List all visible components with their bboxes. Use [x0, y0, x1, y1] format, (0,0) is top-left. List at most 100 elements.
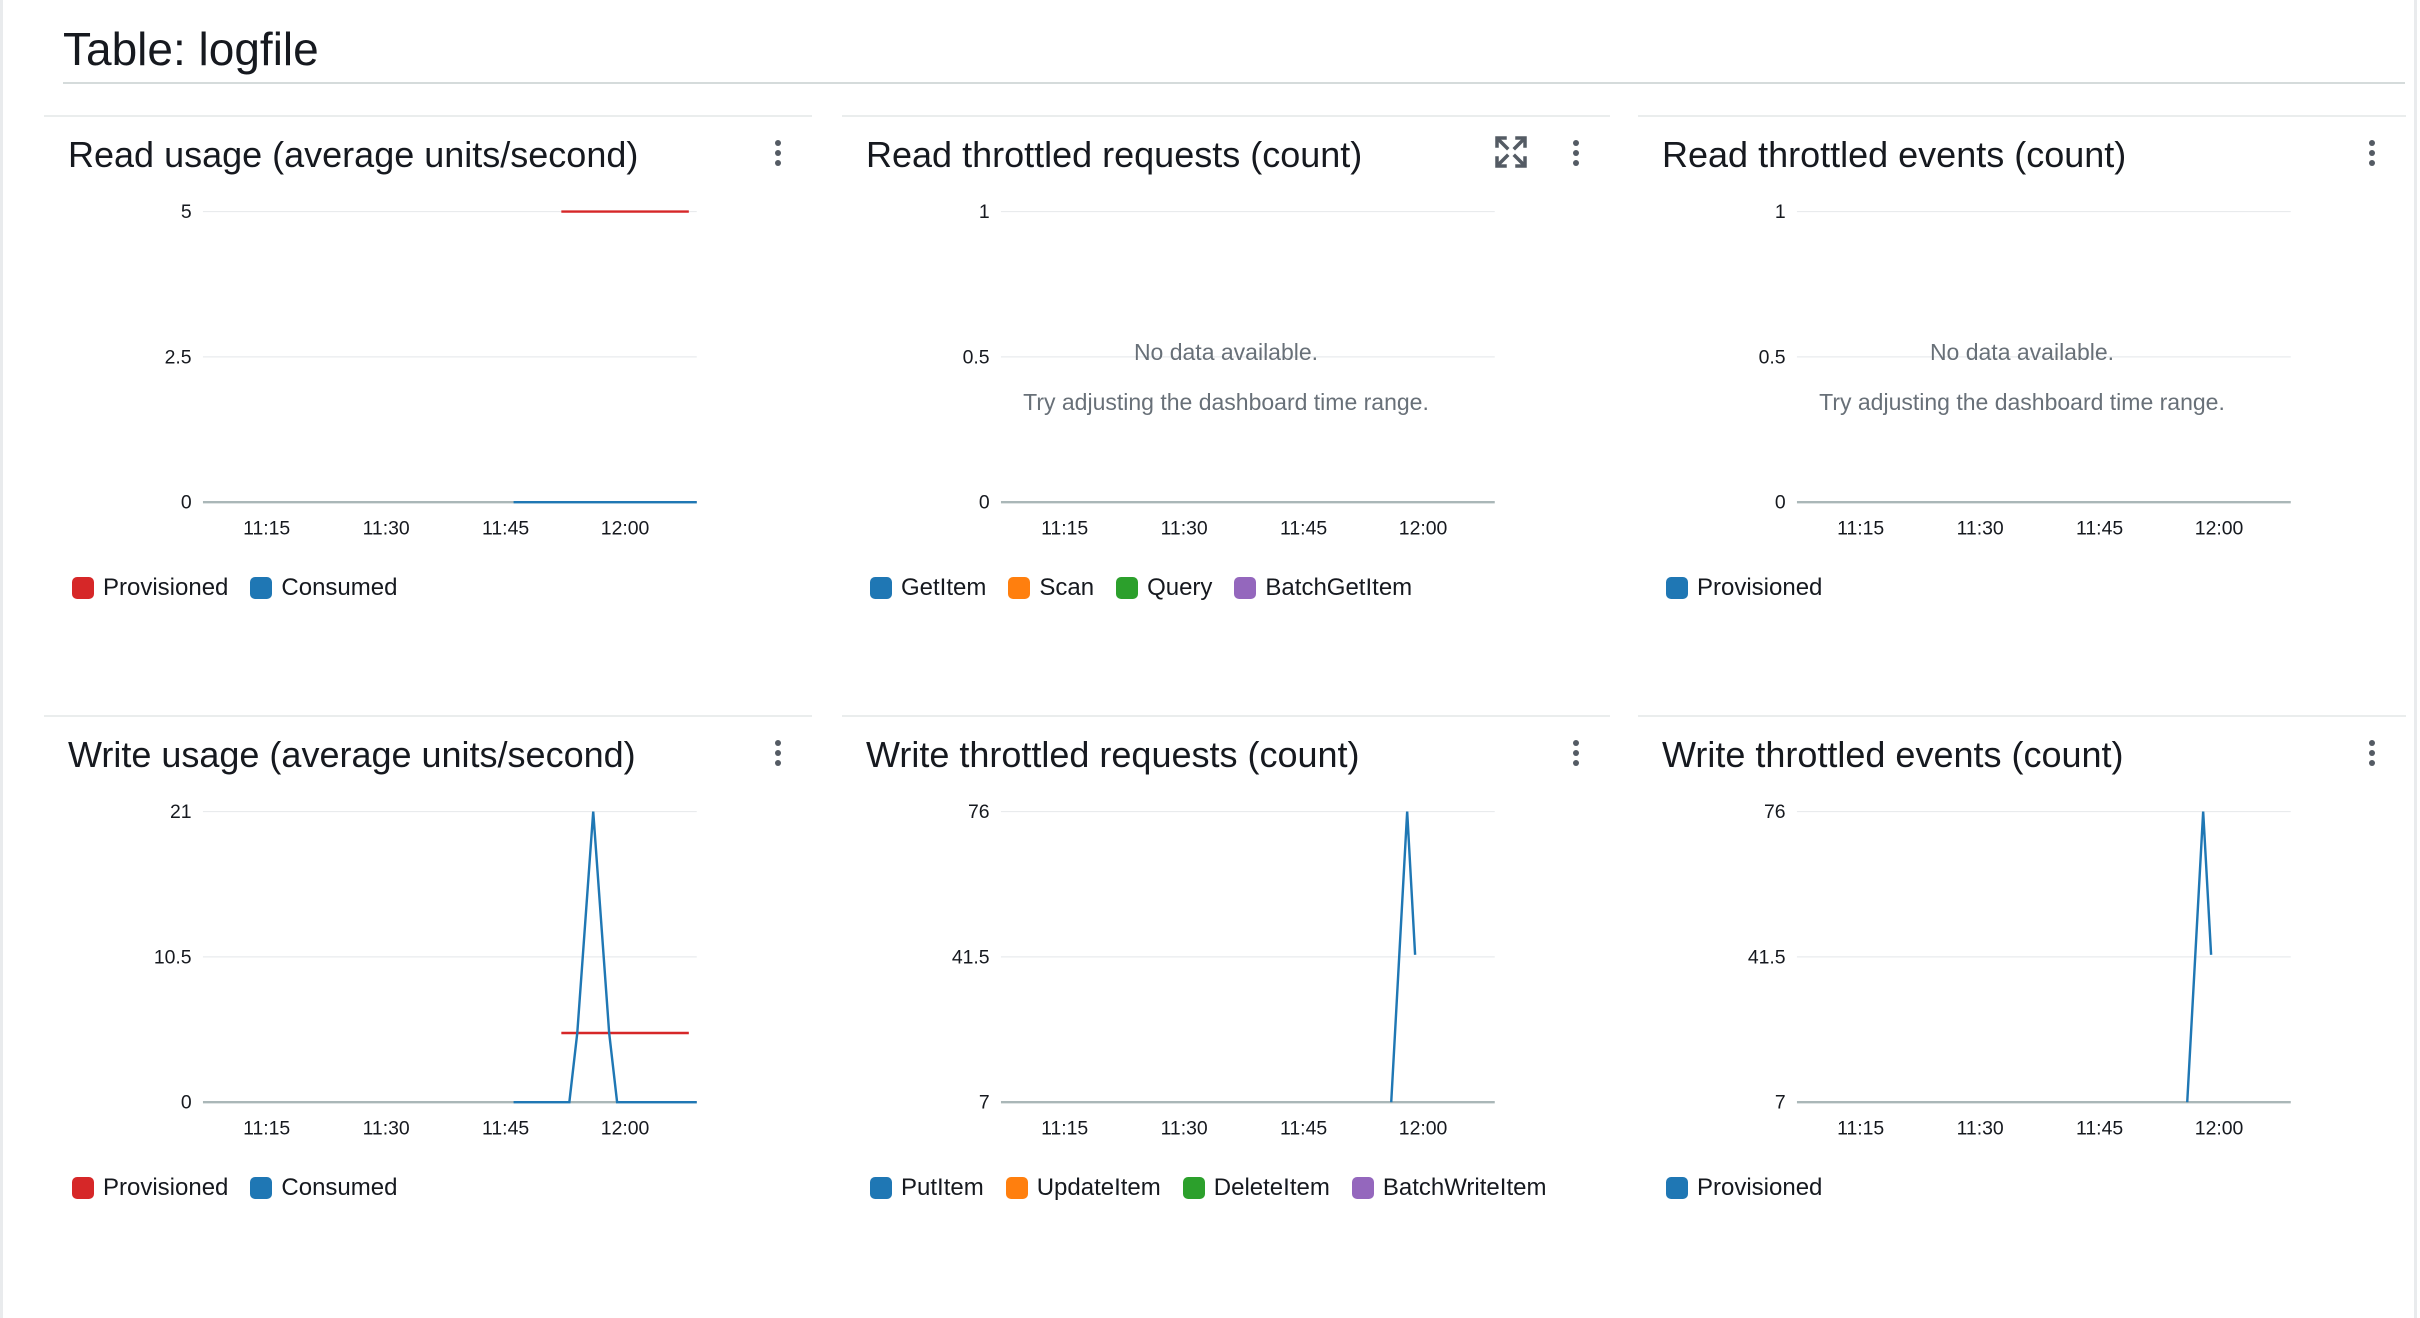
chart-plot: 0 0.5 1 11:15 11:30 11:45 12:00 — [963, 201, 1495, 540]
x-tick-label: 11:45 — [2076, 1118, 2123, 1140]
legend-label: Consumed — [281, 574, 398, 601]
widget-read-throttled-requests: Read throttled requests (count) 0 0.5 1 11:1… — [842, 115, 1610, 707]
widget-write-throttled-events: Write throttled events (count) 7 41.5 76 11:… — [1638, 715, 2406, 1307]
legend-label: DeleteItem — [1213, 1174, 1330, 1201]
x-tick-label: 11:30 — [1957, 518, 2004, 540]
legend-swatch — [1005, 1177, 1028, 1199]
legend-label: Query — [1147, 574, 1213, 601]
legend-swatch — [1351, 1177, 1374, 1199]
legend-item-scan[interactable]: Scan — [1008, 574, 1094, 602]
y-tick-label: 21 — [170, 801, 192, 823]
x-tick-label: 11:45 — [482, 1118, 529, 1140]
y-tick-label: 5 — [181, 201, 192, 223]
x-tick-label: 11:15 — [243, 1118, 290, 1140]
legend-label: Provisioned — [103, 574, 229, 601]
x-tick-label: 12:00 — [601, 1118, 650, 1140]
chart-title: Read usage (average units/second) — [68, 134, 639, 175]
chart-plot: 7 41.5 76 11:15 11:30 11:45 12:00 — [952, 801, 1495, 1140]
y-tick-label: 76 — [968, 801, 990, 823]
more-vertical-icon[interactable] — [1564, 133, 1588, 173]
page-title: Table: logfile — [63, 23, 319, 75]
more-vertical-icon[interactable] — [2360, 133, 2384, 173]
y-tick-label: 2.5 — [165, 346, 192, 368]
chart-legend: Provisioned Consumed — [72, 1174, 397, 1202]
chart-legend: Provisioned — [1666, 574, 1822, 602]
legend-label: UpdateItem — [1036, 1174, 1161, 1201]
more-vertical-icon[interactable] — [1564, 733, 1588, 773]
x-tick-label: 11:30 — [363, 1118, 410, 1140]
legend-item-provisioned[interactable]: Provisioned — [72, 1174, 228, 1202]
legend-label: GetItem — [901, 574, 987, 601]
legend-swatch — [1182, 1177, 1205, 1199]
x-tick-label: 11:15 — [243, 518, 290, 540]
legend-swatch — [870, 1177, 892, 1199]
legend-item-query[interactable]: Query — [1116, 574, 1212, 602]
series-line-consumed — [513, 811, 697, 1104]
legend-label: BatchGetItem — [1265, 574, 1413, 601]
y-tick-label: 41.5 — [952, 946, 990, 968]
legend-swatch — [72, 1177, 94, 1199]
y-tick-label: 1 — [979, 201, 990, 223]
expand-icon[interactable] — [1494, 135, 1528, 169]
y-tick-label: 10.5 — [154, 946, 192, 968]
x-tick-label: 11:30 — [1161, 1118, 1208, 1140]
x-tick-label: 12:00 — [1399, 518, 1448, 540]
legend-label: Scan — [1039, 574, 1095, 601]
legend-item-updateitem[interactable]: UpdateItem — [1005, 1174, 1161, 1202]
more-vertical-icon[interactable] — [766, 133, 790, 173]
legend-label: BatchWriteItem — [1382, 1174, 1547, 1201]
legend-item-deleteitem[interactable]: DeleteItem — [1182, 1174, 1330, 1202]
legend-item-consumed[interactable]: Consumed — [250, 1174, 397, 1202]
chart-plot: 0 2.5 5 11:15 11:30 11:45 12:00 — [165, 201, 697, 540]
title-divider — [63, 82, 2405, 84]
legend-label: Provisioned — [1697, 574, 1823, 601]
y-tick-label: 0.5 — [963, 346, 990, 368]
chart-legend: Provisioned — [1666, 1174, 1822, 1202]
widget-read-usage: Read usage (average units/second) 0 2.5 5 11… — [44, 115, 812, 707]
legend-label: Provisioned — [103, 1174, 229, 1201]
chart-plot: 7 41.5 76 11:15 11:30 11:45 12:00 — [1748, 801, 2291, 1140]
x-tick-label: 12:00 — [601, 518, 650, 540]
legend-item-batchwriteitem[interactable]: BatchWriteItem — [1351, 1174, 1547, 1202]
x-tick-label: 11:45 — [1280, 518, 1327, 540]
x-tick-label: 11:45 — [482, 518, 529, 540]
legend-swatch — [1234, 577, 1257, 599]
legend-swatch — [1116, 577, 1139, 599]
chart-title: Write throttled events (count) — [1662, 734, 2124, 775]
chart-title: Read throttled requests (count) — [866, 134, 1363, 175]
x-tick-label: 11:15 — [1837, 1118, 1884, 1140]
chart-title: Read throttled events (count) — [1662, 134, 2127, 175]
legend-item-provisioned[interactable]: Provisioned — [1666, 574, 1822, 602]
legend-item-getitem[interactable]: GetItem — [870, 574, 986, 602]
legend-item-consumed[interactable]: Consumed — [250, 574, 397, 602]
y-tick-label: 0.5 — [1759, 346, 1786, 368]
chart-legend: GetItem Scan Query BatchGetItem — [870, 574, 1412, 602]
y-tick-label: 7 — [979, 1092, 990, 1114]
widget-write-usage: Write usage (average units/second) 0 10.5 2… — [44, 715, 812, 1307]
y-tick-label: 41.5 — [1748, 946, 1786, 968]
more-vertical-icon[interactable] — [2360, 733, 2384, 773]
chart-title: Write usage (average units/second) — [68, 734, 636, 775]
page-right-border — [2414, 0, 2417, 1318]
x-tick-label: 11:15 — [1837, 518, 1884, 540]
x-tick-label: 11:15 — [1041, 518, 1088, 540]
y-tick-label: 0 — [181, 492, 192, 514]
y-tick-label: 0 — [181, 1092, 192, 1114]
x-tick-label: 11:45 — [2076, 518, 2123, 540]
x-tick-label: 12:00 — [2195, 1118, 2244, 1140]
legend-item-batchgetitem[interactable]: BatchGetItem — [1234, 574, 1412, 602]
page-left-border — [0, 0, 3, 1318]
series-line-provisioned — [2186, 811, 2213, 1103]
legend-item-provisioned[interactable]: Provisioned — [1666, 1174, 1822, 1202]
chart-legend: PutItem UpdateItem DeleteItem BatchWriteIte… — [870, 1174, 1546, 1202]
x-tick-label: 12:00 — [1399, 1118, 1448, 1140]
legend-swatch — [72, 577, 94, 599]
y-tick-label: 7 — [1775, 1092, 1786, 1114]
more-vertical-icon[interactable] — [766, 733, 790, 773]
legend-item-provisioned[interactable]: Provisioned — [72, 574, 228, 602]
y-tick-label: 76 — [1764, 801, 1786, 823]
legend-swatch — [250, 577, 273, 599]
x-tick-label: 11:30 — [363, 518, 410, 540]
x-tick-label: 11:15 — [1041, 1118, 1088, 1140]
legend-item-putitem[interactable]: PutItem — [870, 1174, 984, 1202]
